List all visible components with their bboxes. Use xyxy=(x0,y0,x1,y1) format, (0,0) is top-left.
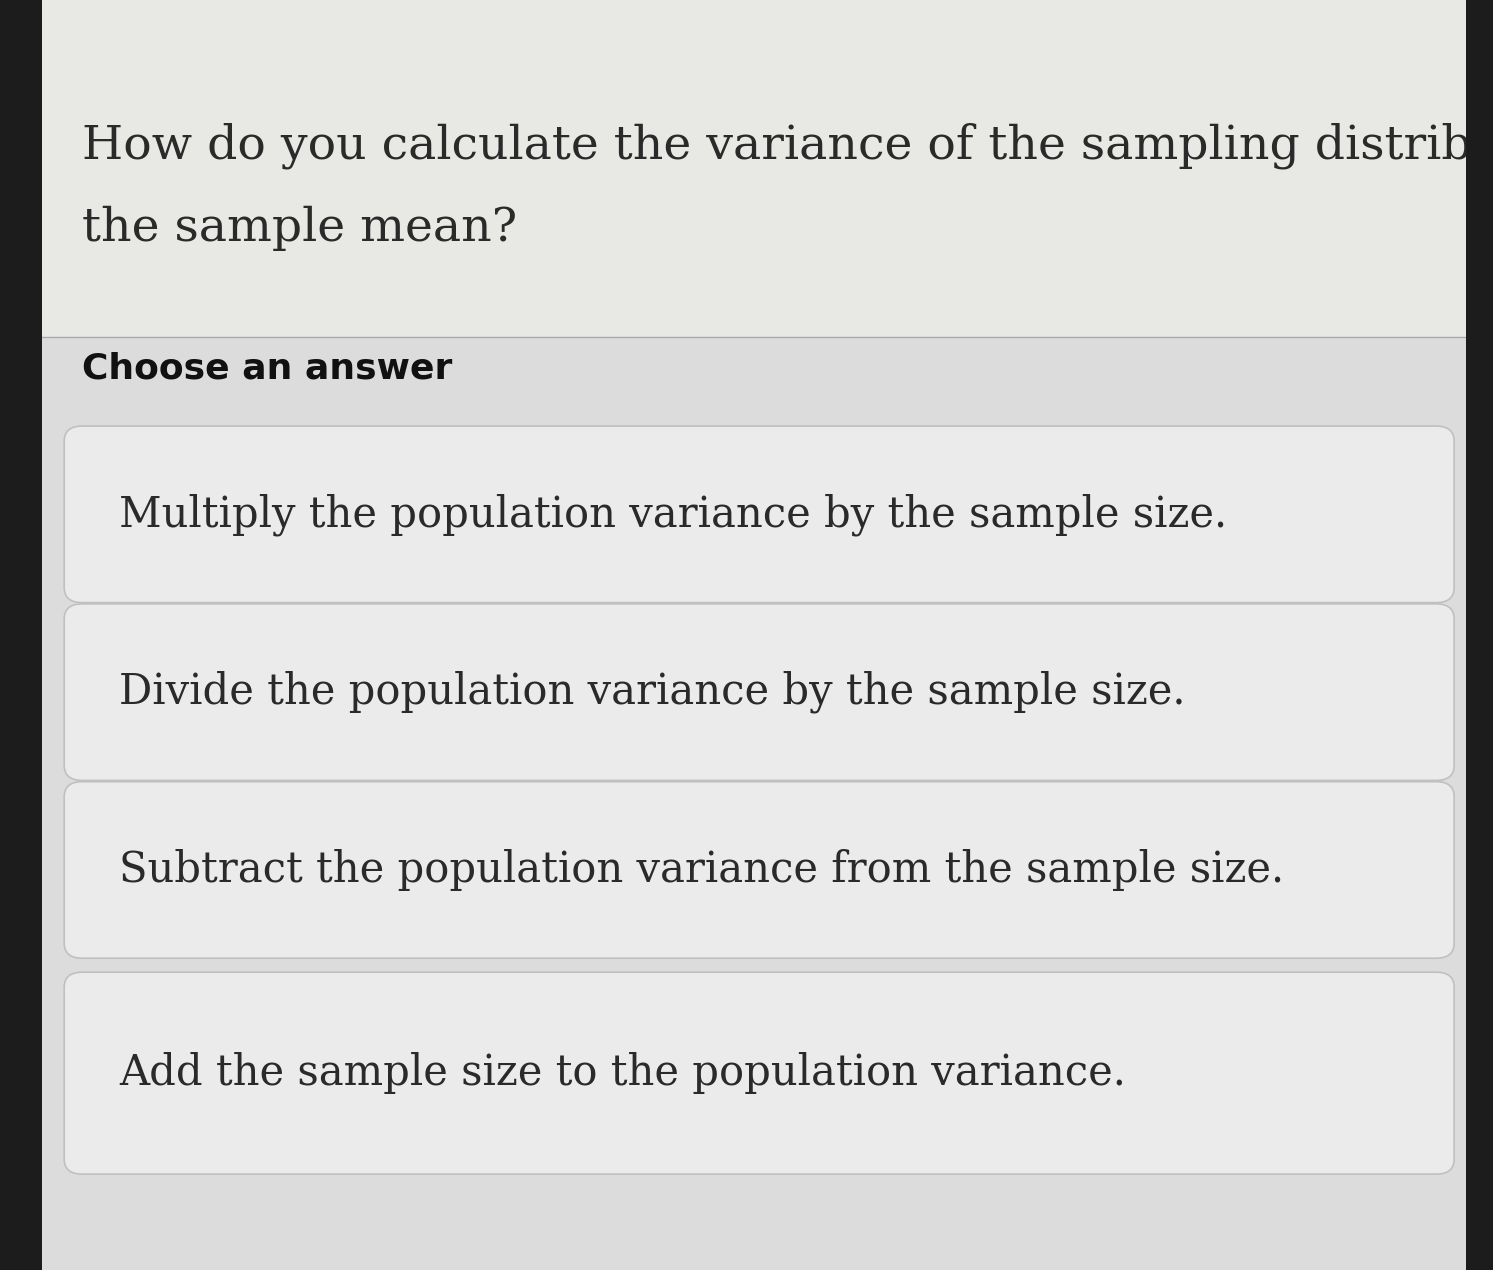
FancyBboxPatch shape xyxy=(64,781,1454,959)
FancyBboxPatch shape xyxy=(0,0,1493,337)
FancyBboxPatch shape xyxy=(64,605,1454,780)
FancyBboxPatch shape xyxy=(0,0,42,1270)
FancyBboxPatch shape xyxy=(1466,0,1493,1270)
Text: the sample mean?: the sample mean? xyxy=(82,206,517,251)
Text: How do you calculate the variance of the sampling distribution of: How do you calculate the variance of the… xyxy=(82,123,1493,169)
Text: Subtract the population variance from the sample size.: Subtract the population variance from th… xyxy=(119,848,1284,892)
Text: Add the sample size to the population variance.: Add the sample size to the population va… xyxy=(119,1052,1126,1095)
Text: Choose an answer: Choose an answer xyxy=(82,352,452,385)
Text: Divide the population variance by the sample size.: Divide the population variance by the sa… xyxy=(119,671,1185,714)
FancyBboxPatch shape xyxy=(64,973,1454,1173)
Text: Multiply the population variance by the sample size.: Multiply the population variance by the … xyxy=(119,493,1227,536)
FancyBboxPatch shape xyxy=(64,427,1454,603)
